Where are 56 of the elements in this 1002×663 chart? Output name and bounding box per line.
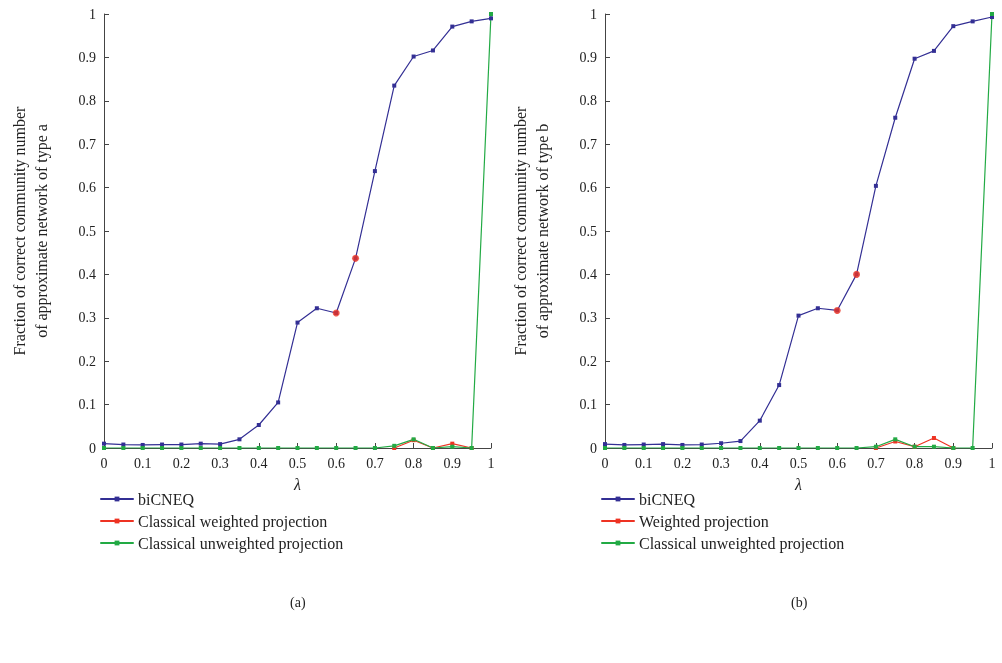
y-tick-label: 1 [89,6,96,22]
text: (a) [290,594,306,611]
y-tick-label: 0.9 [579,49,597,65]
x-tick-label: 0.1 [133,455,152,471]
x-tick-label: 0.8 [404,455,423,471]
y-tick-label: 0.2 [579,353,597,369]
legend-label: biCNEQ [639,490,696,508]
x-tick-label: 0.2 [172,455,191,471]
y-tick-label: 0.1 [579,397,597,413]
y-tick-label: 0.5 [579,223,597,239]
legend-label: Classical weighted projection [138,512,328,531]
x-tick-label: 0.9 [443,455,462,471]
x-axis-title: λ [794,475,803,493]
y-tick-label: 0.8 [579,93,597,109]
x-tick-label: 0.7 [867,455,885,471]
y-axis-title: Fraction of correct community number of approximate network of type b [511,105,552,356]
y-tick-label: 0.2 [78,353,96,369]
y-tick-label: 0.4 [579,266,597,282]
x-tick-label: 0 [601,455,609,471]
text: (b) [791,594,808,611]
x-tick-label: 0.6 [828,455,846,471]
y-tick-label: 0.4 [78,266,96,282]
x-tick-label: 0 [100,455,108,471]
x-tick-label: 0.8 [905,455,924,471]
x-tick-label: 1 [988,455,996,471]
y-tick-label: 0.1 [78,397,96,413]
legend-label: Weighted projection [639,512,769,531]
y-tick-label: 0.3 [78,310,96,326]
y-tick-label: 0.8 [78,93,96,109]
x-tick-label: 0.1 [634,455,653,471]
y-tick-label: 0.6 [579,180,597,196]
x-tick-label: 0.7 [366,455,384,471]
x-tick-label: 0.2 [673,455,692,471]
x-tick-label: 0.5 [288,455,307,471]
y-tick-label: 0.3 [579,310,597,326]
x-axis-title: λ [293,475,302,493]
legend-label: Classical unweighted projection [138,534,344,553]
x-tick-label: 0.6 [327,455,345,471]
x-tick-label: 0.9 [944,455,963,471]
y-tick-label: 0 [89,440,96,456]
y-tick-label: 0.5 [78,223,96,239]
y-tick-label: 0.7 [579,136,597,152]
y-axis-title: Fraction of correct community number of approximate network of type a [10,105,51,356]
y-tick-label: 1 [590,6,597,22]
y-tick-label: 0.9 [78,49,96,65]
x-tick-label: 0.3 [211,455,229,471]
x-tick-label: 1 [487,455,495,471]
legend-label: biCNEQ [138,490,195,508]
y-tick-label: 0.7 [78,136,96,152]
y-tick-label: 0 [590,440,597,456]
x-tick-label: 0.3 [712,455,730,471]
x-tick-label: 0.4 [250,455,268,471]
x-tick-label: 0.5 [789,455,808,471]
y-tick-label: 0.6 [78,180,96,196]
x-tick-label: 0.4 [751,455,769,471]
legend-label: Classical unweighted projection [639,534,845,553]
